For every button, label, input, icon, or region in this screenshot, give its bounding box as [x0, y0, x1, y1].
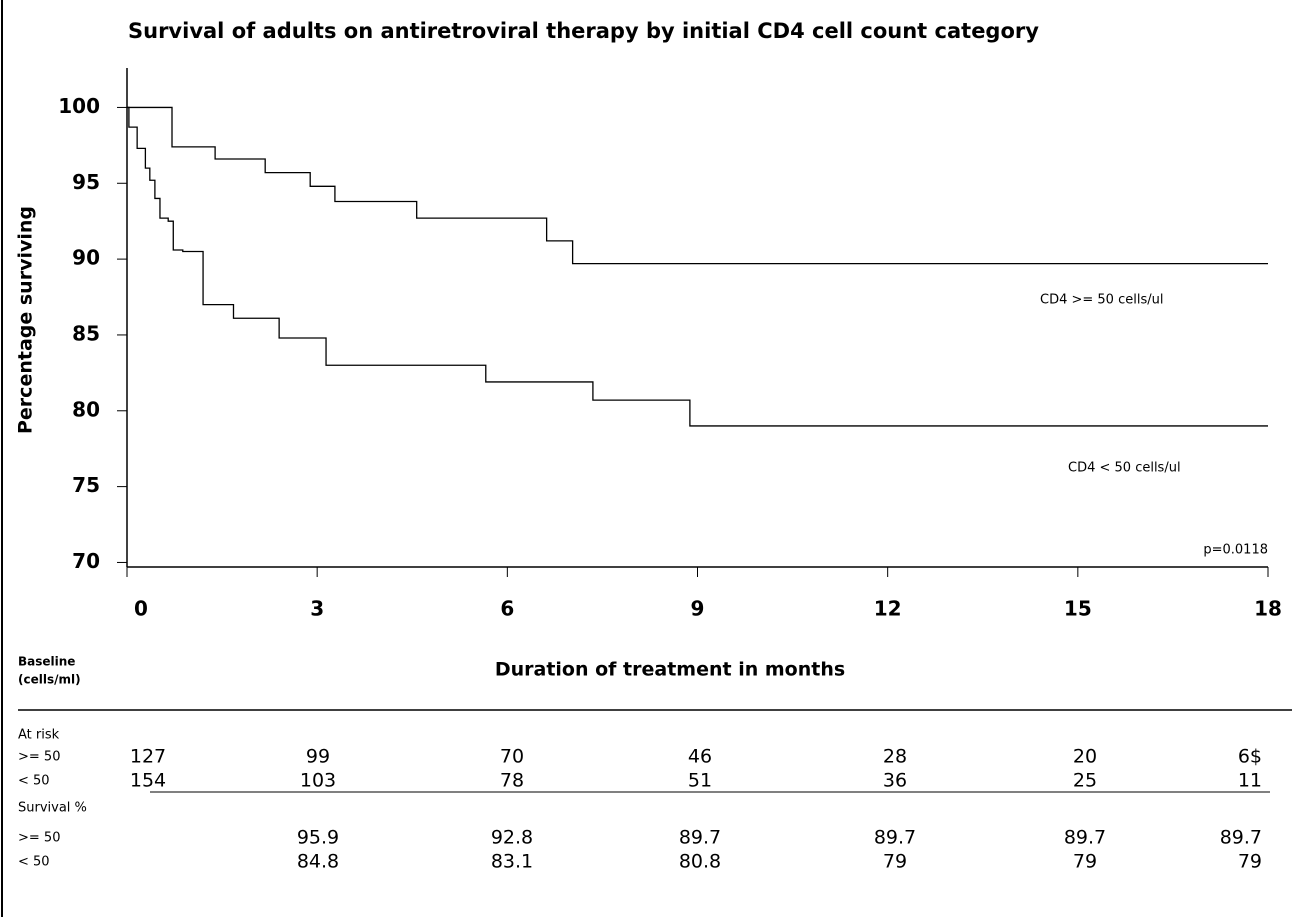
chart-title: Survival of adults on antiretroviral the… — [128, 19, 1039, 43]
table-cell: 28 — [883, 746, 907, 768]
section-label: Survival % — [18, 801, 87, 816]
row-label: < 50 — [18, 774, 50, 789]
table-cell: 20 — [1073, 746, 1097, 768]
x-tick-label: 12 — [874, 597, 902, 621]
table-cell: 51 — [688, 770, 712, 792]
table-cell: 6$ — [1238, 746, 1262, 768]
y-tick-label: 70 — [72, 549, 100, 573]
table-cell: 83.1 — [491, 851, 533, 873]
table-cell: 70 — [500, 746, 524, 768]
table-cell: 103 — [300, 770, 336, 792]
table-cell: 89.7 — [874, 827, 916, 849]
x-axis-title: Duration of treatment in months — [495, 659, 845, 681]
y-tick-label: 75 — [72, 473, 100, 497]
table-cell: 154 — [130, 770, 166, 792]
row-label: >= 50 — [18, 831, 60, 846]
table-cell: 11 — [1238, 770, 1262, 792]
survival-curve — [127, 106, 1268, 265]
x-tick-label: 15 — [1064, 597, 1092, 621]
y-tick-label: 80 — [72, 397, 100, 421]
table-cell: 127 — [130, 746, 166, 768]
y-axis-title: Percentage surviving — [15, 206, 37, 434]
x-tick-label: 6 — [500, 597, 514, 621]
table-cell: 80.8 — [679, 851, 721, 873]
y-tick-label: 85 — [72, 321, 100, 345]
section-label: At risk — [18, 728, 60, 743]
table-cell: 89.7 — [1064, 827, 1106, 849]
y-tick-label: 95 — [72, 170, 100, 194]
y-tick-label: 100 — [58, 94, 100, 118]
table-cell: 92.8 — [491, 827, 533, 849]
table-cell: 99 — [306, 746, 330, 768]
table-cell: 79 — [1238, 851, 1262, 873]
table-cell: 84.8 — [297, 851, 339, 873]
p-value: p=0.0118 — [1203, 543, 1268, 558]
x-tick-label: 3 — [310, 597, 324, 621]
table-header: (cells/ml) — [18, 673, 81, 687]
table-cell: 79 — [883, 851, 907, 873]
row-label: < 50 — [18, 855, 50, 870]
survival-curve — [127, 106, 1268, 427]
series-label: CD4 >= 50 cells/ul — [1040, 293, 1163, 308]
table-cell: 95.9 — [297, 827, 339, 849]
x-tick-label: 18 — [1254, 597, 1282, 621]
table-header: Baseline — [18, 655, 75, 669]
table-cell: 78 — [500, 770, 524, 792]
row-label: >= 50 — [18, 750, 60, 765]
table-cell: 89.7 — [679, 827, 721, 849]
table-cell: 25 — [1073, 770, 1097, 792]
y-tick-label: 90 — [72, 246, 100, 270]
table-cell: 46 — [688, 746, 712, 768]
table-cell: 36 — [883, 770, 907, 792]
x-tick-label: 0 — [134, 597, 148, 621]
x-tick-label: 9 — [691, 597, 705, 621]
table-cell: 79 — [1073, 851, 1097, 873]
series-label: CD4 < 50 cells/ul — [1068, 461, 1181, 476]
table-cell: 89.7 — [1220, 827, 1262, 849]
